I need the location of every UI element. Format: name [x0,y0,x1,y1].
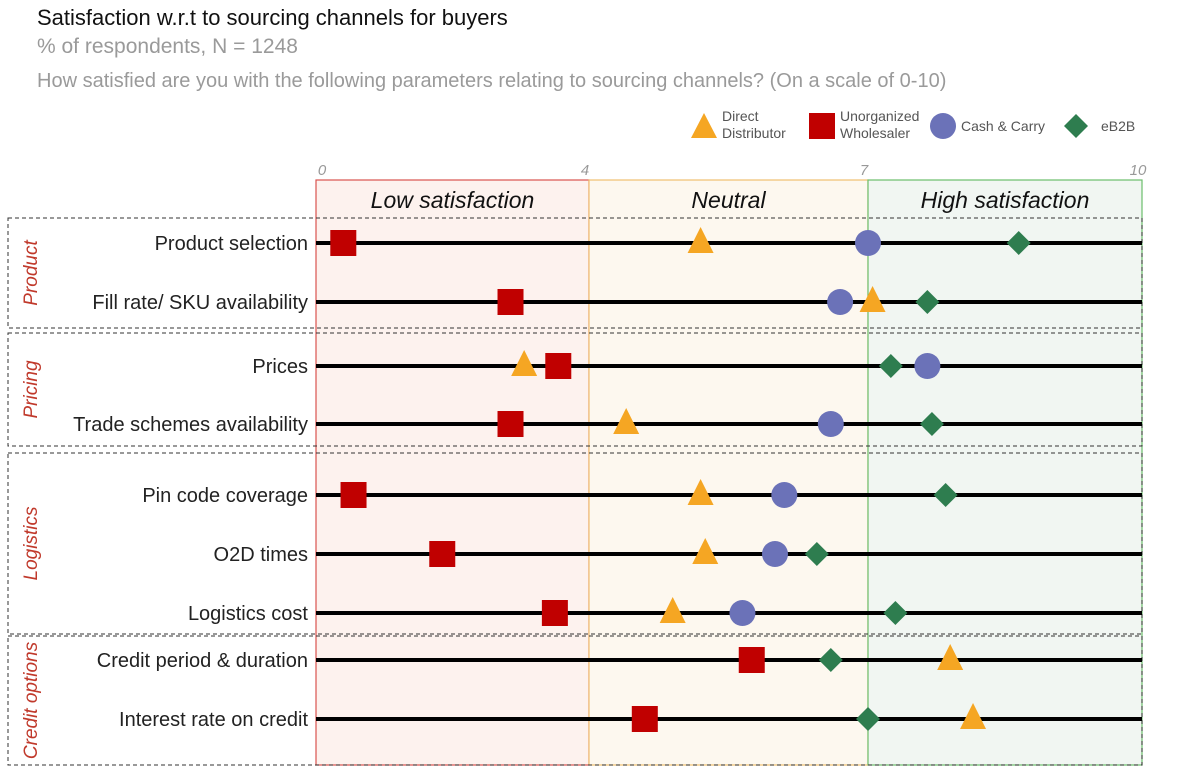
row-label: Trade schemes availability [73,414,308,436]
marker-square [631,706,658,732]
marker-diamond [804,542,829,566]
zone-label: Neutral [691,187,766,213]
group-label: Product [21,240,42,306]
marker-circle [914,353,941,379]
legend-diamond-icon [1064,114,1088,138]
legend-label: Unorganized [840,108,919,124]
group-box-3 [7,635,1143,766]
marker-diamond [919,412,944,436]
marker-triangle [687,227,714,253]
tick-label: 0 [318,162,327,179]
legend-square-icon [809,113,835,139]
marker-square [738,647,765,673]
marker-circle [771,482,798,508]
marker-circle [855,230,881,256]
zone-label: Low satisfaction [371,187,535,213]
marker-circle [729,600,756,626]
marker-square [497,289,524,315]
group-label: Pricing [21,360,42,419]
row-label: Prices [252,356,308,378]
tick-label: 10 [1130,162,1147,179]
marker-triangle [960,703,987,729]
chart-title: Satisfaction w.r.t to sourcing channels … [37,5,508,30]
row-label: Pin code coverage [142,485,308,507]
chart-question: How satisfied are you with the following… [37,70,947,92]
marker-triangle [937,644,964,670]
marker-square [541,600,568,626]
tick-label: 4 [581,162,589,179]
marker-square [545,353,572,379]
group-label: Logistics [21,506,42,580]
group-box-1 [7,332,1143,447]
group-box-2 [7,452,1143,635]
marker-diamond [856,707,880,731]
marker-circle [817,411,844,437]
marker-triangle [659,597,686,623]
legend-circle-icon [930,113,956,139]
zone-1 [588,179,869,766]
marker-triangle [692,538,719,564]
marker-triangle [687,479,714,505]
row-label: Credit period & duration [97,650,308,672]
marker-diamond [915,290,940,314]
legend-label: Direct [722,108,759,124]
marker-triangle [613,408,640,434]
marker-triangle [859,286,886,312]
marker-square [497,411,524,437]
marker-square [330,230,357,256]
zone-2 [867,179,1143,766]
row-label: Fill rate/ SKU availability [92,292,308,314]
legend-label: eB2B [1101,118,1135,134]
chart-subtitle: % of respondents, N = 1248 [37,35,298,58]
marker-circle [827,289,854,315]
group-box-0 [7,217,1143,329]
row-label: Product selection [155,233,308,255]
legend-label: Cash & Carry [961,118,1045,134]
marker-diamond [883,601,908,625]
legend-label: Distributor [722,125,786,141]
marker-diamond [933,483,958,507]
marker-triangle [511,350,538,376]
zone-label: High satisfaction [921,187,1090,213]
marker-square [429,541,456,567]
legend-triangle-icon [691,113,717,138]
marker-diamond [878,354,903,378]
row-label: O2D times [214,544,308,566]
group-label: Credit options [21,641,42,759]
marker-diamond [818,648,843,672]
zone-0 [315,179,590,766]
tick-label: 7 [860,162,869,179]
row-label: Interest rate on credit [119,709,308,731]
marker-diamond [1006,231,1031,255]
row-label: Logistics cost [188,603,308,625]
legend-label: Wholesaler [840,125,910,141]
marker-circle [762,541,788,567]
marker-square [340,482,367,508]
